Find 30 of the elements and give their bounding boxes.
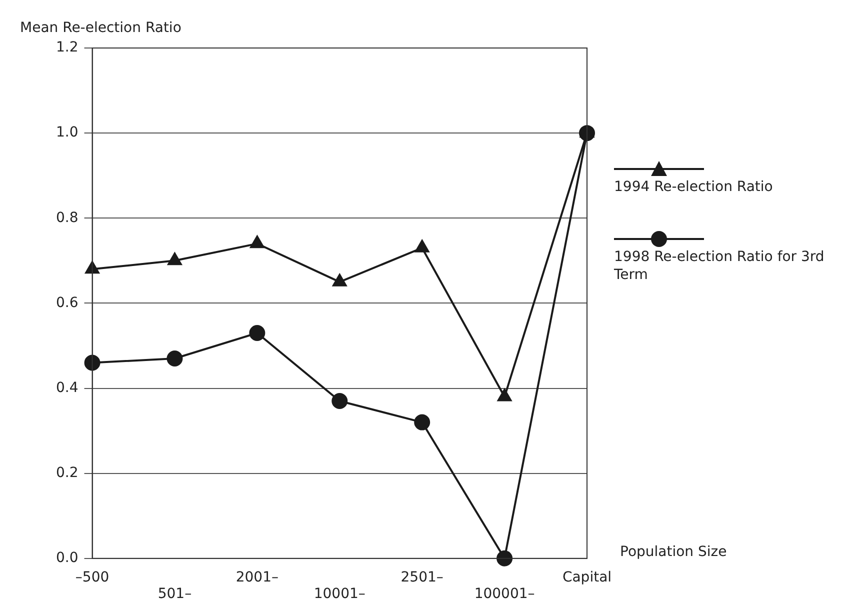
legend-label: 1994 Re-election Ratio (614, 178, 774, 196)
x-tick-label: –500 (75, 569, 110, 586)
point (497, 388, 512, 402)
x-tick-label: 100001– (474, 586, 535, 602)
y-tick-label: 1.2 (56, 40, 78, 56)
x-tick-label: 2001– (236, 569, 278, 586)
y-tick-label: 0.6 (56, 294, 78, 311)
x-tick-label: Capital (562, 569, 612, 586)
x-axis-title: Population Size (620, 544, 727, 560)
point (168, 252, 182, 266)
x-tick-label: 10001– (314, 586, 366, 602)
point (496, 550, 513, 566)
y-axis-title: Mean Re-election Ratio (20, 20, 182, 36)
point (249, 324, 266, 341)
point (414, 414, 430, 430)
point (332, 274, 347, 286)
legend-label: 1998 Re-election Ratio for 3rd Term (614, 248, 826, 284)
x-tick-label: 2501– (400, 569, 444, 586)
point (332, 393, 348, 410)
point (415, 240, 430, 252)
y-tick-label: 0.2 (56, 464, 78, 481)
point (166, 350, 183, 366)
point (84, 354, 100, 371)
y-tick-label: 0.8 (56, 210, 78, 226)
point (85, 261, 100, 274)
point (250, 236, 264, 248)
y-tick-label: 1.0 (56, 124, 78, 141)
y-tick-label: 0.4 (56, 380, 78, 396)
x-tick-label: 501– (158, 586, 192, 602)
y-tick-label: 0.0 (56, 550, 78, 566)
